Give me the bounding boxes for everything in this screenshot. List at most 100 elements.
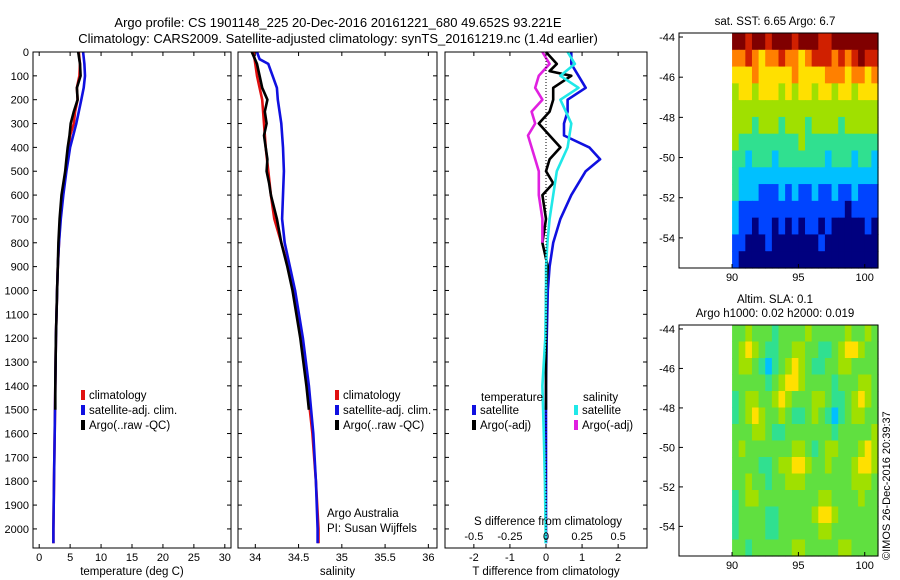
heatmap-cell [831, 116, 839, 135]
heatmap-cell [778, 83, 786, 101]
heatmap-cell [805, 506, 813, 524]
y-tick-label: -54 [659, 233, 675, 245]
heatmap-cell [785, 391, 793, 409]
heatmap-cell [858, 490, 866, 508]
heatmap-cell [805, 440, 813, 458]
heatmap-cell [864, 473, 872, 491]
heatmap-cell [805, 217, 813, 236]
legend-label-argo_adj_magenta: Argo(-adj) [582, 420, 633, 432]
heatmap-cell [758, 234, 766, 252]
heatmap-cell [745, 325, 753, 343]
legend-swatch-argo [81, 420, 85, 430]
heatmap-cell [851, 116, 859, 135]
heatmap-cell [798, 457, 806, 475]
heatmap-cell [871, 100, 879, 118]
heatmap-cell [765, 234, 773, 252]
heatmap-cell [732, 83, 740, 101]
heatmap-cell [745, 234, 753, 252]
heatmap-cell [838, 66, 846, 84]
heatmap-cell [765, 217, 773, 236]
heatmap-cell [791, 184, 799, 202]
heatmap-cell [864, 150, 872, 168]
heatmap-cell [824, 358, 833, 376]
heatmap-cell [858, 424, 866, 442]
heatmap-cell [745, 358, 753, 376]
heatmap-cell [858, 358, 866, 376]
heatmap-cell [858, 473, 866, 491]
heatmap-cell [851, 33, 859, 51]
legend-label-satellite_adj: satellite-adj. clim. [343, 405, 431, 417]
imos-credit: ©IMOS 26-Dec-2016 20:39:37 [881, 411, 893, 560]
heatmap-cell [811, 374, 819, 392]
heatmap-cell [771, 167, 780, 185]
heatmap-cell [811, 440, 819, 458]
heatmap-cell [838, 100, 846, 118]
heatmap-cell [771, 523, 780, 541]
heatmap-cell [858, 440, 866, 458]
heatmap-cell [811, 116, 819, 135]
difference_panel: -2 -1 0 1 2 T difference from climatology -0.5… [444, 51, 648, 578]
heatmap-cell [838, 506, 846, 524]
heatmap-cell [765, 83, 773, 101]
heatmap-cell [864, 457, 872, 475]
heatmap-cell [811, 200, 819, 219]
heatmap-cell [844, 490, 853, 508]
heatmap-cell [745, 83, 753, 101]
heatmap-cell [738, 83, 746, 101]
heatmap-cell [844, 325, 853, 343]
heatmap-cell [745, 200, 753, 219]
heatmap-cell [838, 407, 846, 425]
heatmap-cell [798, 374, 806, 392]
heatmap-cell [811, 150, 819, 168]
heatmap-cell [871, 251, 879, 269]
heatmap-cell [818, 539, 826, 557]
heatmap-cell [745, 49, 753, 68]
figure-title-line2: Climatology: CARS2009. Satellite-adjuste… [78, 31, 598, 46]
heatmap-cell [738, 391, 746, 409]
x-axis-label: salinity [320, 566, 355, 578]
heatmap-cell [745, 440, 753, 458]
heatmap-cell [831, 440, 839, 458]
heatmap-cell [805, 424, 813, 442]
heatmap-cell [765, 116, 773, 135]
heatmap-cell [765, 33, 773, 51]
heatmap-cell [771, 33, 780, 51]
heatmap-cell [858, 391, 866, 409]
heatmap-cell [758, 440, 766, 458]
heatmap-cell [798, 523, 806, 541]
heatmap-cell [871, 506, 879, 524]
heatmap-cell [778, 374, 786, 392]
heatmap-cell [751, 100, 760, 118]
heatmap-cell [771, 184, 780, 202]
heatmap-cell [851, 539, 859, 557]
y-tick-label: 1400 [5, 381, 29, 393]
heatmap-cell [824, 116, 833, 135]
heatmap-cell [811, 358, 819, 376]
heatmap-cell [745, 33, 753, 51]
heatmap-cell [805, 184, 813, 202]
heatmap-cell [798, 251, 806, 269]
heatmap-cell [758, 184, 766, 202]
heatmap-cell [751, 200, 760, 219]
heatmap-cell [831, 167, 839, 185]
heatmap-cell [732, 33, 740, 51]
heatmap-cell [805, 457, 813, 475]
map-frame [678, 32, 879, 269]
heatmap-cell [771, 407, 780, 425]
x-tick-label: 95 [792, 560, 804, 572]
heatmap-cell [805, 407, 813, 425]
heatmap-cell [791, 217, 799, 236]
heatmap-cell [771, 234, 780, 252]
heatmap-cell [758, 66, 766, 84]
heatmap-cell [805, 83, 813, 101]
heatmap-cell [844, 200, 853, 219]
heatmap-cell [844, 506, 853, 524]
heatmap-cell [864, 490, 872, 508]
heatmap-cell [851, 217, 859, 236]
heatmap-cell [798, 234, 806, 252]
heatmap-cell [751, 150, 760, 168]
heatmap-cell [805, 374, 813, 392]
heatmap-cell [838, 358, 846, 376]
y-tick-label: 1600 [5, 429, 29, 441]
